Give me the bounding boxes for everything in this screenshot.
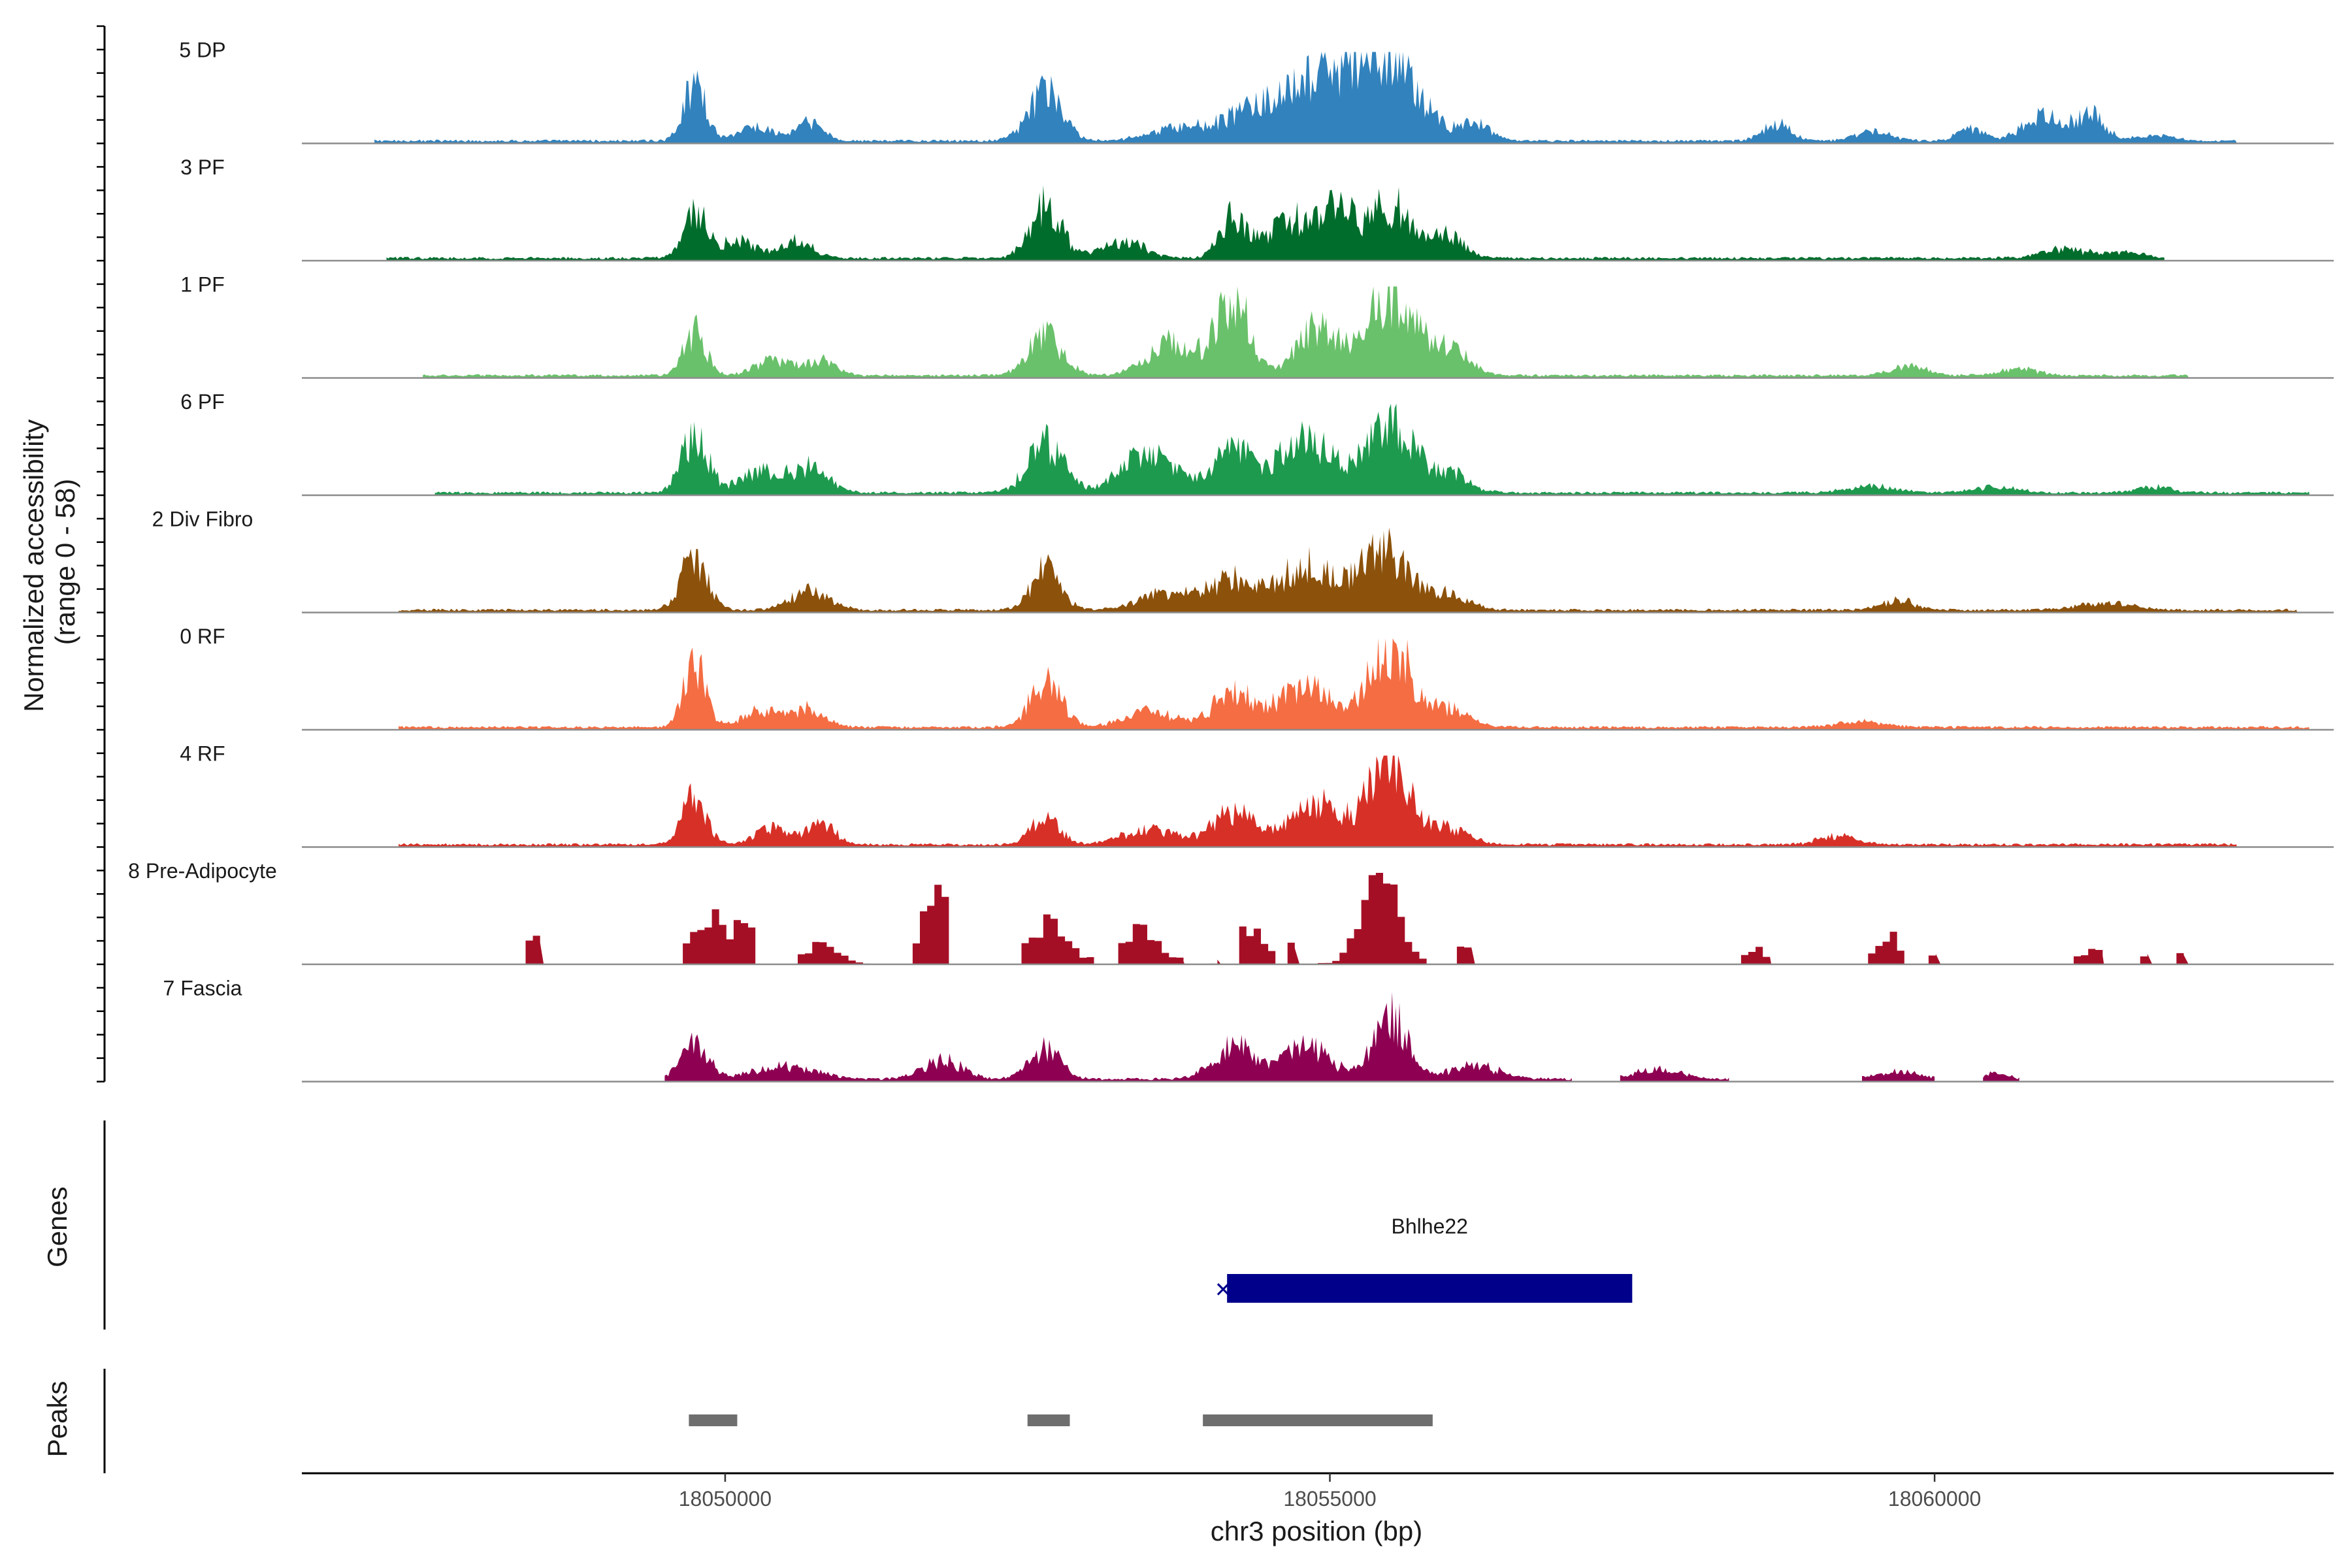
coverage-area <box>2140 953 2153 964</box>
coverage-area <box>1868 932 1904 964</box>
track-label: 5 DP <box>179 39 225 62</box>
track-9: 7 Fascia <box>163 977 2334 1083</box>
track-7: 4 RF <box>180 742 2334 848</box>
strand-marker: ✕ <box>1215 1278 1232 1301</box>
track-label: 6 PF <box>180 390 225 414</box>
coverage-area <box>1983 1071 2019 1082</box>
coverage-area <box>434 404 2310 495</box>
coverage-area <box>1021 914 1094 964</box>
coverage-area <box>1318 873 1427 964</box>
peak-region <box>689 1414 738 1426</box>
track-8: 8 Pre-Adipocyte <box>128 859 2334 966</box>
gene-label: Bhlhe22 <box>1392 1215 1468 1238</box>
y-axis-title-line2: (range 0 - 58) <box>50 479 80 645</box>
coverage-area <box>1456 946 1475 964</box>
peak-region <box>1203 1414 1433 1426</box>
track-2: 3 PF <box>180 155 2334 262</box>
coverage-area <box>664 992 1572 1082</box>
track-1: 5 DP <box>179 39 2334 144</box>
track-5: 2 Div Fibro <box>152 508 2334 613</box>
track-label: 0 RF <box>180 625 225 648</box>
genes-track-title: Genes <box>42 1186 73 1267</box>
track-6: 0 RF <box>180 625 2334 731</box>
coverage-area <box>2176 953 2189 964</box>
track-label: 4 RF <box>180 742 225 766</box>
peak-region <box>1027 1414 1070 1426</box>
peaks-track-title: Peaks <box>42 1381 73 1458</box>
track-label: 8 Pre-Adipocyte <box>128 859 277 883</box>
coverage-area <box>1928 954 1941 964</box>
coverage-area <box>386 185 2164 261</box>
y-axis-title: Normalized accessibility (range 0 - 58) <box>18 412 80 712</box>
plot-area: 5 DP 3 PF 1 PF 6 PF 2 Div Fibro 0 RF 4 RF 8 Pre… <box>97 25 2334 1511</box>
coverage-area <box>2074 949 2104 964</box>
coverage-area <box>423 286 2189 378</box>
coverage-area <box>374 52 2237 144</box>
track-label: 3 PF <box>180 155 225 179</box>
coverage-area <box>399 755 2237 847</box>
track-label: 2 Div Fibro <box>152 508 253 531</box>
x-axis-title: chr3 position (bp) <box>1211 1516 1423 1546</box>
y-axis-title-line1: Normalized accessibility <box>18 419 49 712</box>
coverage-area <box>1620 1065 1729 1082</box>
coverage-area <box>1118 924 1185 964</box>
coverage-area <box>399 638 2310 730</box>
gene-body <box>1227 1274 1633 1303</box>
coverage-area <box>399 527 2298 613</box>
track-label: 1 PF <box>180 273 225 297</box>
track-4: 6 PF <box>180 390 2334 497</box>
x-tick-label: 18050000 <box>679 1487 772 1511</box>
x-tick-label: 18055000 <box>1283 1487 1376 1511</box>
coverage-area <box>798 941 883 964</box>
x-tick-label: 18060000 <box>1888 1487 1981 1511</box>
coverage-area <box>912 885 949 964</box>
coverage-area <box>1239 926 1276 964</box>
coverage-area <box>1287 942 1300 964</box>
coverage-area <box>525 936 544 964</box>
coverage-area <box>683 909 756 964</box>
coverage-area <box>1740 947 1772 964</box>
track-label: 7 Fascia <box>163 977 242 1000</box>
track-3: 1 PF <box>180 273 2334 379</box>
coverage-area <box>1862 1068 1935 1082</box>
